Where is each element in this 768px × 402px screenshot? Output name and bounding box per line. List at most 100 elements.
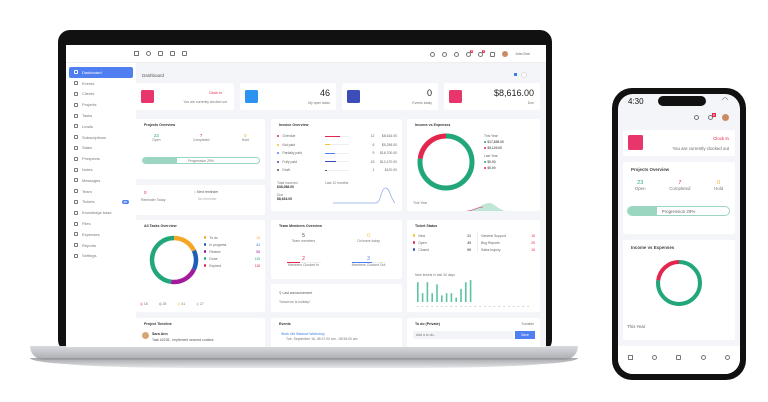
ticket-status-item[interactable]: Open 35 bbox=[413, 239, 471, 246]
progress-label: Progression 29% bbox=[661, 209, 696, 214]
task-stat[interactable]: ◎ 28 bbox=[158, 302, 167, 306]
legend-item[interactable]: Review 58 bbox=[204, 248, 260, 255]
menu-icon[interactable] bbox=[134, 51, 139, 56]
event-link[interactable]: Work Life Balance Workshop bbox=[281, 332, 325, 336]
todo-save-button[interactable]: Save bbox=[515, 331, 535, 339]
legend-item[interactable]: To do 15 bbox=[204, 234, 260, 241]
open-tasks-card[interactable]: 46 My open tasks bbox=[240, 83, 336, 110]
timeline-user[interactable]: Sara Ann bbox=[152, 332, 168, 336]
sidebar-item-files[interactable]: Files bbox=[69, 218, 133, 229]
sidebar-item-prospects[interactable]: Prospects bbox=[69, 153, 133, 164]
invoice-row[interactable]: Fully paid 15 $12,470.00 bbox=[277, 158, 397, 167]
messages-icon[interactable]: 2 bbox=[478, 49, 486, 57]
invoice-count: 12 bbox=[370, 134, 375, 139]
bottom-nav bbox=[618, 346, 740, 374]
legend-label: To do bbox=[209, 235, 218, 240]
legend-item[interactable]: In progress 41 bbox=[204, 241, 260, 248]
grid-icon[interactable] bbox=[158, 51, 163, 56]
ticket-status-item[interactable]: New 21 bbox=[413, 232, 471, 239]
chat-icon[interactable] bbox=[700, 354, 706, 360]
user-name[interactable]: John Doe bbox=[515, 52, 530, 56]
invoice-label: Fully paid bbox=[282, 159, 297, 164]
sidebar-item-clients[interactable]: Clients bbox=[69, 89, 133, 100]
invoice-row[interactable]: Draft 1 $120.00 bbox=[277, 166, 397, 175]
sidebar-item-dashboard[interactable]: Dashboard bbox=[69, 67, 133, 78]
sidebar-item-leads[interactable]: Leads bbox=[69, 121, 133, 132]
notifications-icon[interactable]: 3 bbox=[708, 113, 716, 120]
sidebar-icon bbox=[74, 135, 78, 140]
invoice-line bbox=[333, 187, 396, 204]
sidebar-item-label: Clients bbox=[82, 91, 95, 97]
tasks-overview-card: All Tasks Overview To do 15 In progress 41 R… bbox=[136, 220, 265, 312]
clock-icon[interactable] bbox=[652, 354, 658, 360]
sidebar-item-tickets[interactable]: Tickets 20 bbox=[69, 197, 133, 208]
clock-in-button[interactable]: Clock In bbox=[713, 136, 729, 141]
legend-item[interactable]: Expired 118 bbox=[204, 262, 260, 269]
task-stat[interactable]: ◎ 41 bbox=[177, 302, 186, 306]
clock-in-button[interactable]: Clock In bbox=[209, 91, 222, 95]
sidebar-item-label: Knowledge base bbox=[82, 210, 112, 216]
sidebar-icon bbox=[74, 102, 78, 107]
task-stat[interactable]: ◎ 18 bbox=[140, 302, 148, 306]
sidebar-item-knowledge-base[interactable]: Knowledge base bbox=[69, 207, 133, 218]
sidebar-item-expenses[interactable]: Expenses bbox=[69, 229, 133, 240]
expense-segment bbox=[417, 133, 475, 191]
ticket-type-item[interactable]: Bug Reports 25 bbox=[481, 239, 535, 246]
this-year-caption: This Year bbox=[413, 201, 428, 205]
sidebar-item-team[interactable]: Team bbox=[69, 186, 133, 197]
card-title: Projects Overview bbox=[144, 123, 176, 127]
due-card[interactable]: $8,616.00 Due bbox=[444, 83, 540, 110]
search-icon[interactable] bbox=[430, 51, 435, 57]
notifications-icon[interactable]: 3 bbox=[466, 49, 474, 57]
compass-icon bbox=[449, 90, 462, 103]
timeline-text[interactable]: Task #2235 - Implement secured cookies bbox=[152, 338, 214, 342]
settings-icon[interactable] bbox=[442, 51, 447, 57]
clock-icon[interactable] bbox=[146, 51, 151, 56]
task-stat[interactable]: ◎ 27 bbox=[196, 302, 204, 306]
briefcase-icon[interactable] bbox=[170, 51, 175, 56]
x-tick bbox=[445, 306, 448, 307]
sidebar-item-settings[interactable]: Settings bbox=[69, 251, 133, 262]
income-area-chart bbox=[467, 203, 507, 211]
sidebar-item-projects[interactable]: Projects bbox=[69, 99, 133, 110]
card-title: Income vs Expenses bbox=[631, 245, 675, 250]
settings-icon[interactable] bbox=[725, 354, 731, 360]
ticket-bar bbox=[426, 282, 429, 302]
legend-item[interactable]: Done 115 bbox=[204, 255, 260, 262]
total-invoiced-value: $38,088.00 bbox=[277, 185, 294, 189]
todo-input[interactable] bbox=[413, 331, 513, 339]
ticket-bar bbox=[431, 293, 433, 302]
avatar[interactable] bbox=[502, 51, 508, 57]
menu-icon[interactable] bbox=[627, 354, 633, 360]
ticket-type-item[interactable]: Sales Inquiry 15 bbox=[481, 246, 535, 253]
events-today-card[interactable]: 0 Events today bbox=[342, 83, 438, 110]
sidebar-item-tasks[interactable]: Tasks bbox=[69, 110, 133, 121]
sidebar-item-sales[interactable]: Sales bbox=[69, 143, 133, 154]
x-tick bbox=[436, 306, 438, 307]
ticket-type-item[interactable]: General Support 16 bbox=[481, 232, 535, 239]
calendar-icon[interactable] bbox=[490, 51, 495, 57]
sidebar-icon bbox=[74, 81, 78, 86]
sidebar-item-messages[interactable]: Messages bbox=[69, 175, 133, 186]
clock-icon[interactable] bbox=[694, 115, 699, 120]
invoice-row[interactable]: Not paid 6 $5,256.00 bbox=[277, 141, 397, 150]
invoice-row[interactable]: Overdue 12 $8,616.00 bbox=[277, 132, 397, 141]
clock-in-card: Clock In You are currently clocked out bbox=[623, 130, 735, 156]
sidebar-item-label: Expenses bbox=[82, 231, 100, 237]
sidebar-item-events[interactable]: Events bbox=[69, 78, 133, 89]
invoice-row[interactable]: Partially paid 9 $16,700.00 bbox=[277, 149, 397, 158]
monitor-icon[interactable] bbox=[182, 51, 187, 56]
todo-filter[interactable]: Sortable bbox=[521, 322, 534, 326]
more-button[interactable] bbox=[521, 72, 527, 78]
sidebar-item-subscriptions[interactable]: Subscriptions bbox=[69, 132, 133, 143]
announcement-text[interactable]: Tomorrow is holiday! bbox=[279, 300, 310, 304]
avatar[interactable] bbox=[722, 114, 729, 121]
grid-icon[interactable] bbox=[676, 354, 682, 360]
ticket-status-item[interactable]: Closed 69 bbox=[413, 246, 471, 253]
invoice-label: Draft bbox=[282, 168, 290, 173]
sidebar-item-reports[interactable]: Reports bbox=[69, 240, 133, 251]
toggle-view-button[interactable] bbox=[514, 73, 517, 76]
sidebar-item-notes[interactable]: Notes bbox=[69, 164, 133, 175]
language-icon[interactable] bbox=[454, 51, 459, 57]
sidebar-icon bbox=[74, 167, 78, 172]
